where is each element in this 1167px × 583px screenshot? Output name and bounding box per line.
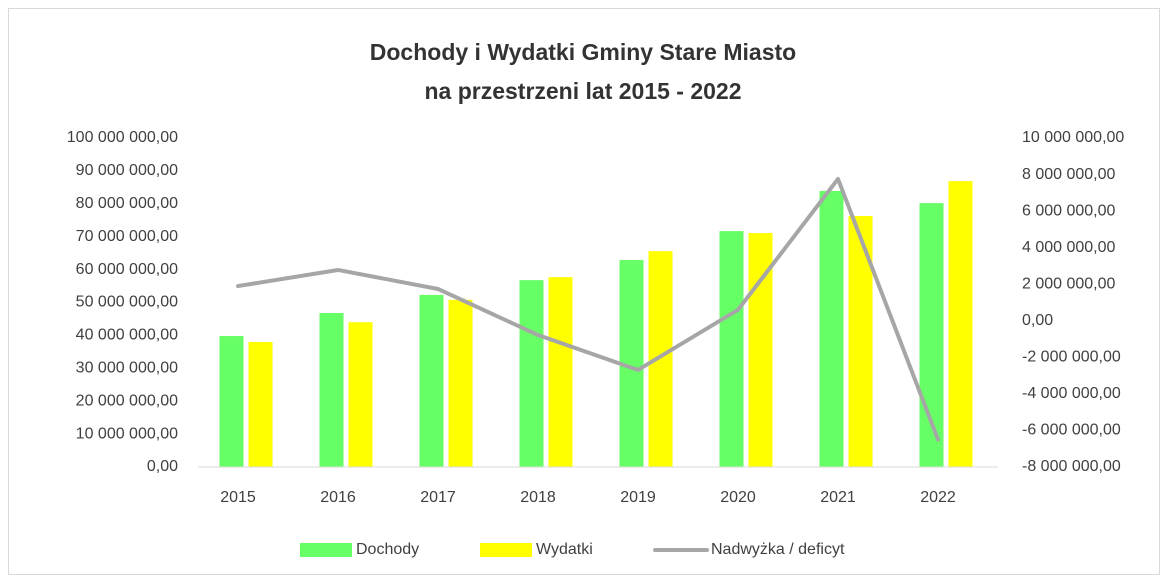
chart-title: na przestrzeni lat 2015 - 2022 bbox=[424, 78, 741, 104]
y-tick-label: 30 000 000,00 bbox=[76, 360, 178, 377]
y2-tick-label: -2 000 000,00 bbox=[1022, 349, 1121, 366]
bar bbox=[348, 322, 373, 467]
y-tick-label: 70 000 000,00 bbox=[76, 228, 178, 245]
y2-tick-label: 10 000 000,00 bbox=[1022, 129, 1124, 146]
y2-tick-label: 6 000 000,00 bbox=[1022, 202, 1116, 219]
y-tick-label: 50 000 000,00 bbox=[76, 294, 178, 311]
chart-title: Dochody i Wydatki Gminy Stare Miasto bbox=[370, 39, 796, 65]
x-tick-label: 2018 bbox=[520, 489, 556, 506]
bar bbox=[819, 190, 844, 467]
legend-label: Dochody bbox=[356, 541, 419, 558]
y2-tick-label: 8 000 000,00 bbox=[1022, 166, 1116, 183]
y2-tick-label: -4 000 000,00 bbox=[1022, 385, 1121, 402]
y-tick-label: 40 000 000,00 bbox=[76, 327, 178, 344]
y2-tick-label: 2 000 000,00 bbox=[1022, 275, 1116, 292]
line-series bbox=[236, 176, 940, 442]
x-tick-label: 2017 bbox=[420, 489, 456, 506]
x-tick-label: 2020 bbox=[720, 489, 756, 506]
y-tick-label: 20 000 000,00 bbox=[76, 392, 178, 409]
legend-swatch bbox=[300, 543, 352, 557]
x-tick-label: 2019 bbox=[620, 489, 656, 506]
bar bbox=[519, 280, 544, 467]
bar bbox=[548, 277, 573, 467]
bar bbox=[848, 215, 873, 467]
x-tick-label: 2016 bbox=[320, 489, 356, 506]
legend-swatch bbox=[480, 543, 532, 557]
legend-label: Wydatki bbox=[536, 541, 593, 558]
bar bbox=[448, 299, 473, 467]
x-tick-label: 2022 bbox=[920, 489, 956, 506]
y-tick-label: 60 000 000,00 bbox=[76, 261, 178, 278]
bar bbox=[719, 231, 744, 467]
y2-tick-label: 4 000 000,00 bbox=[1022, 239, 1116, 256]
bar bbox=[648, 251, 673, 467]
y-tick-label: 80 000 000,00 bbox=[76, 195, 178, 212]
bar bbox=[419, 294, 444, 467]
y-tick-label: 0,00 bbox=[147, 458, 178, 475]
y-tick-label: 90 000 000,00 bbox=[76, 162, 178, 179]
bar bbox=[248, 341, 273, 467]
y-tick-label: 10 000 000,00 bbox=[76, 425, 178, 442]
y2-tick-label: -8 000 000,00 bbox=[1022, 458, 1121, 475]
bar bbox=[948, 181, 973, 467]
x-tick-label: 2021 bbox=[820, 489, 856, 506]
legend-label: Nadwyżka / deficyt bbox=[711, 541, 845, 558]
bar bbox=[219, 336, 244, 467]
y2-tick-label: -6 000 000,00 bbox=[1022, 422, 1121, 439]
x-tick-label: 2015 bbox=[220, 489, 256, 506]
y2-tick-label: 0,00 bbox=[1022, 312, 1053, 329]
y-tick-label: 100 000 000,00 bbox=[67, 129, 178, 146]
bar bbox=[319, 313, 344, 467]
